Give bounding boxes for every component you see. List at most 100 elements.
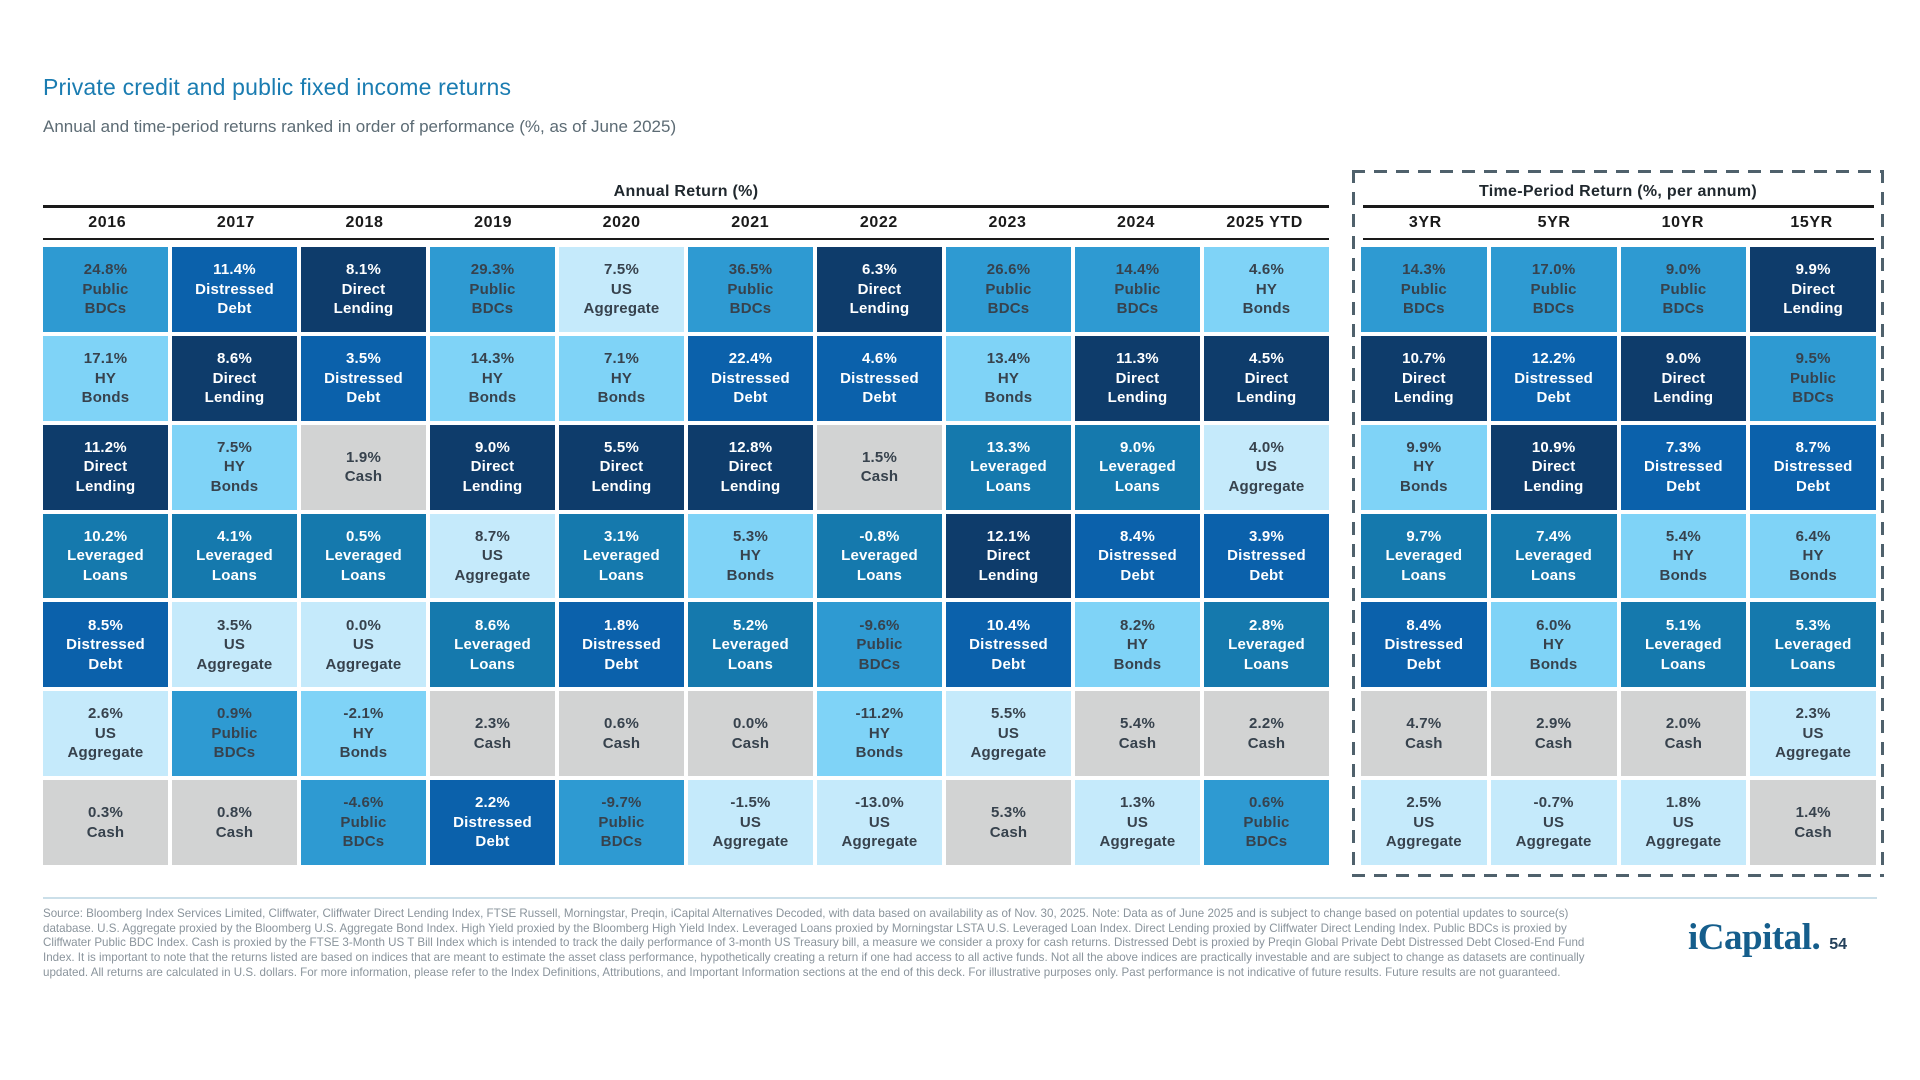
- asset-label-word: Bonds: [339, 744, 388, 762]
- asset-label-word: US: [1126, 813, 1149, 831]
- annual-return-grid: 24.8% Public BDCs 11.4% Distressed Debt 8.1% Di…: [43, 247, 1329, 865]
- return-value: 2.2%: [1249, 715, 1284, 733]
- asset-label-word: US: [610, 280, 633, 298]
- asset-label-word: Debt: [88, 655, 123, 673]
- asset-label-word: Lending: [462, 477, 523, 495]
- return-cell-2019-us-aggregate: 8.7% US Aggregate: [430, 513, 555, 599]
- return-value: 2.9%: [1536, 715, 1572, 733]
- dashed-border-left: [1352, 170, 1355, 877]
- return-cell-2020-distressed-debt: 1.8% Distressed Debt: [559, 602, 684, 688]
- return-value: 9.0%: [1120, 438, 1155, 456]
- return-value: 3.1%: [604, 527, 639, 545]
- return-cell-5yr-cash: 2.9% Cash: [1490, 691, 1617, 777]
- return-cell-2025-ytd-public-bdcs: 0.6% Public BDCs: [1204, 780, 1329, 865]
- return-cell-2022-direct-lending: 6.3% Direct Lending: [817, 247, 942, 332]
- asset-label-word: Cash: [1405, 734, 1443, 752]
- return-value: 0.6%: [604, 715, 639, 733]
- asset-label-word: US: [352, 636, 375, 654]
- asset-label-word: Loans: [856, 566, 903, 584]
- column-header-2020: 2020: [602, 214, 641, 231]
- asset-label-word: Aggregate: [1775, 744, 1852, 762]
- asset-label-word: HY: [1413, 458, 1435, 476]
- asset-label-word: US: [868, 813, 891, 831]
- return-cell-2024-direct-lending: 11.3% Direct Lending: [1075, 335, 1200, 421]
- asset-label-word: BDCs: [213, 744, 256, 762]
- return-cell-2023-public-bdcs: 26.6% Public BDCs: [946, 247, 1071, 332]
- return-cell-2016-cash: 0.3% Cash: [43, 780, 168, 865]
- return-value: 8.2%: [1120, 616, 1155, 634]
- asset-label-word: Distressed: [582, 636, 661, 654]
- asset-label-word: Cash: [860, 468, 899, 486]
- asset-label-word: BDCs: [1662, 300, 1705, 318]
- return-value: 3.9%: [1249, 527, 1284, 545]
- return-value: 1.4%: [1795, 804, 1831, 822]
- return-value: 13.3%: [986, 438, 1031, 456]
- asset-label-word: Aggregate: [1645, 833, 1722, 851]
- return-value: 4.0%: [1249, 438, 1284, 456]
- return-value: 5.4%: [1665, 527, 1701, 545]
- return-cell-10yr-public-bdcs: 9.0% Public BDCs: [1620, 247, 1747, 332]
- return-value: 4.1%: [217, 527, 252, 545]
- return-cell-10yr-us-aggregate: 1.8% US Aggregate: [1620, 780, 1747, 865]
- asset-label-word: Lending: [1783, 300, 1843, 318]
- column-header-5yr: 5YR: [1537, 214, 1571, 231]
- column-header-2021: 2021: [731, 214, 770, 231]
- time-period-grid: 14.3% Public BDCs 17.0% Public BDCs 9.0% Public…: [1361, 247, 1876, 865]
- annual-year-headers: 2016 2017 2018 2019 2020 2021 2022 2023 2024 2025…: [43, 210, 1329, 236]
- return-value: 2.5%: [1406, 794, 1442, 812]
- return-cell-2024-cash: 5.4% Cash: [1075, 691, 1200, 777]
- return-cell-2021-us-aggregate: -1.5% US Aggregate: [688, 780, 813, 865]
- return-cell-2018-us-aggregate: 0.0% US Aggregate: [301, 602, 426, 688]
- asset-label-word: US: [1543, 813, 1565, 831]
- return-cell-5yr-direct-lending: 10.9% Direct Lending: [1490, 424, 1617, 510]
- asset-label-word: Aggregate: [583, 300, 660, 318]
- asset-label-word: BDCs: [858, 655, 901, 673]
- return-cell-15yr-distressed-debt: 8.7% Distressed Debt: [1750, 424, 1876, 510]
- return-cell-2016-hy-bonds: 17.1% HY Bonds: [43, 335, 168, 421]
- return-value: -1.5%: [730, 794, 771, 812]
- asset-label-word: Distressed: [1644, 458, 1723, 476]
- return-cell-2016-leveraged-loans: 10.2% Leveraged Loans: [43, 513, 168, 599]
- return-value: 9.0%: [1665, 261, 1701, 279]
- return-value: 1.8%: [604, 616, 639, 634]
- return-value: 4.6%: [1249, 261, 1284, 279]
- asset-label-word: Direct: [728, 458, 773, 476]
- asset-label-word: Leveraged: [583, 547, 660, 565]
- return-cell-3yr-public-bdcs: 14.3% Public BDCs: [1361, 247, 1487, 332]
- return-cell-2022-cash: 1.5% Cash: [817, 424, 942, 510]
- return-value: 12.1%: [986, 527, 1031, 545]
- return-value: 8.4%: [1406, 616, 1442, 634]
- asset-label-word: Bonds: [597, 389, 646, 407]
- return-value: 8.1%: [346, 261, 381, 279]
- asset-label-word: Debt: [475, 833, 510, 851]
- return-value: 5.5%: [604, 438, 639, 456]
- asset-label-word: BDCs: [987, 300, 1030, 318]
- return-cell-5yr-leveraged-loans: 7.4% Leveraged Loans: [1490, 513, 1617, 599]
- return-value: 4.6%: [862, 350, 897, 368]
- return-value: 26.6%: [986, 261, 1031, 279]
- asset-label-word: Loans: [985, 477, 1032, 495]
- asset-label-word: BDCs: [471, 300, 514, 318]
- logo-row: iCapital. 54: [1688, 916, 1847, 959]
- return-value: 11.4%: [213, 261, 256, 279]
- asset-label-word: Leveraged: [1385, 547, 1463, 565]
- return-value: 36.5%: [728, 261, 773, 279]
- asset-label-word: Lending: [849, 300, 910, 318]
- return-value: 2.2%: [475, 794, 510, 812]
- asset-label-word: Distressed: [1227, 547, 1306, 565]
- asset-label-word: HY: [610, 369, 633, 387]
- asset-label-word: Loans: [340, 566, 387, 584]
- return-cell-2020-us-aggregate: 7.5% US Aggregate: [559, 247, 684, 332]
- return-value: 10.2%: [83, 527, 128, 545]
- return-value: 8.4%: [1120, 527, 1155, 545]
- return-cell-2023-leveraged-loans: 13.3% Leveraged Loans: [946, 424, 1071, 510]
- time-period-panel-title: Time-Period Return (%, per annum): [1478, 183, 1758, 200]
- return-cell-2023-us-aggregate: 5.5% US Aggregate: [946, 691, 1071, 777]
- return-cell-5yr-hy-bonds: 6.0% HY Bonds: [1490, 602, 1617, 688]
- asset-label-word: US: [481, 547, 504, 565]
- asset-label-word: Cash: [473, 734, 512, 752]
- return-value: 5.3%: [1795, 616, 1831, 634]
- asset-label-word: Loans: [1790, 655, 1836, 673]
- return-cell-2019-hy-bonds: 14.3% HY Bonds: [430, 335, 555, 421]
- asset-label-word: BDCs: [1532, 300, 1575, 318]
